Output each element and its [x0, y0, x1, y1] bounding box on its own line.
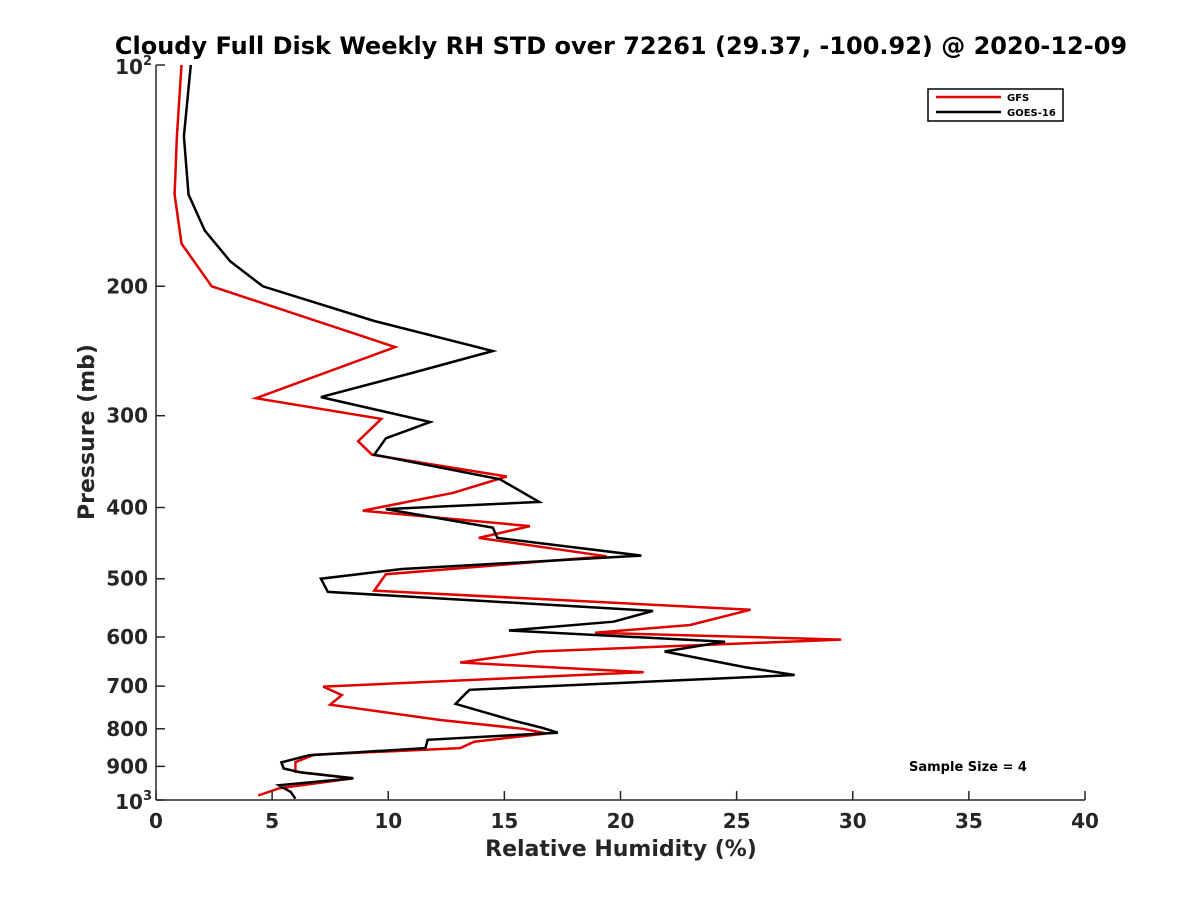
chart-title: Cloudy Full Disk Weekly RH STD over 7226…	[115, 32, 1127, 60]
y-tick-label: 300	[106, 404, 148, 428]
y-tick-label: 900	[106, 754, 148, 778]
x-axis-ticks: 0 5 10 15 20 25 30 35 40	[149, 791, 1099, 833]
legend-box	[927, 88, 1064, 122]
legend: GFS GOES-16	[927, 88, 1064, 122]
x-tick-label: 20	[607, 809, 635, 833]
sample-size-annotation: Sample Size = 4	[909, 760, 1027, 775]
x-tick-label: 25	[723, 809, 751, 833]
y-axis-label: Pressure (mb)	[75, 344, 100, 520]
y-tick-label: 103	[115, 789, 152, 814]
x-axis-label: Relative Humidity (%)	[485, 837, 757, 862]
x-tick-label: 35	[955, 809, 983, 833]
y-tick-label: 500	[106, 567, 148, 591]
legend-label: GFS	[1007, 93, 1029, 104]
plot-area: 0 5 10 15 20 25 30 35 40 102 200 300 400 500 600 700 80…	[106, 54, 1099, 833]
x-tick-label: 30	[839, 809, 867, 833]
series-line-gfs	[173, 64, 842, 797]
y-tick-label: 700	[106, 674, 148, 698]
y-tick-label: 400	[106, 496, 148, 520]
series-line-goes-16	[182, 64, 795, 800]
x-tick-label: 0	[149, 809, 163, 833]
y-tick-label: 200	[106, 274, 148, 298]
y-tick-label: 800	[106, 717, 148, 741]
x-tick-label: 40	[1071, 809, 1099, 833]
x-tick-label: 15	[490, 809, 518, 833]
x-tick-label: 5	[265, 809, 279, 833]
y-tick-label: 102	[115, 54, 152, 79]
legend-label: GOES-16	[1007, 108, 1056, 119]
series-layer	[173, 64, 842, 800]
y-tick-label: 600	[106, 625, 148, 649]
y-axis-ticks: 102 200 300 400 500 600 700 800 900 103	[106, 54, 165, 814]
x-tick-label: 10	[374, 809, 402, 833]
